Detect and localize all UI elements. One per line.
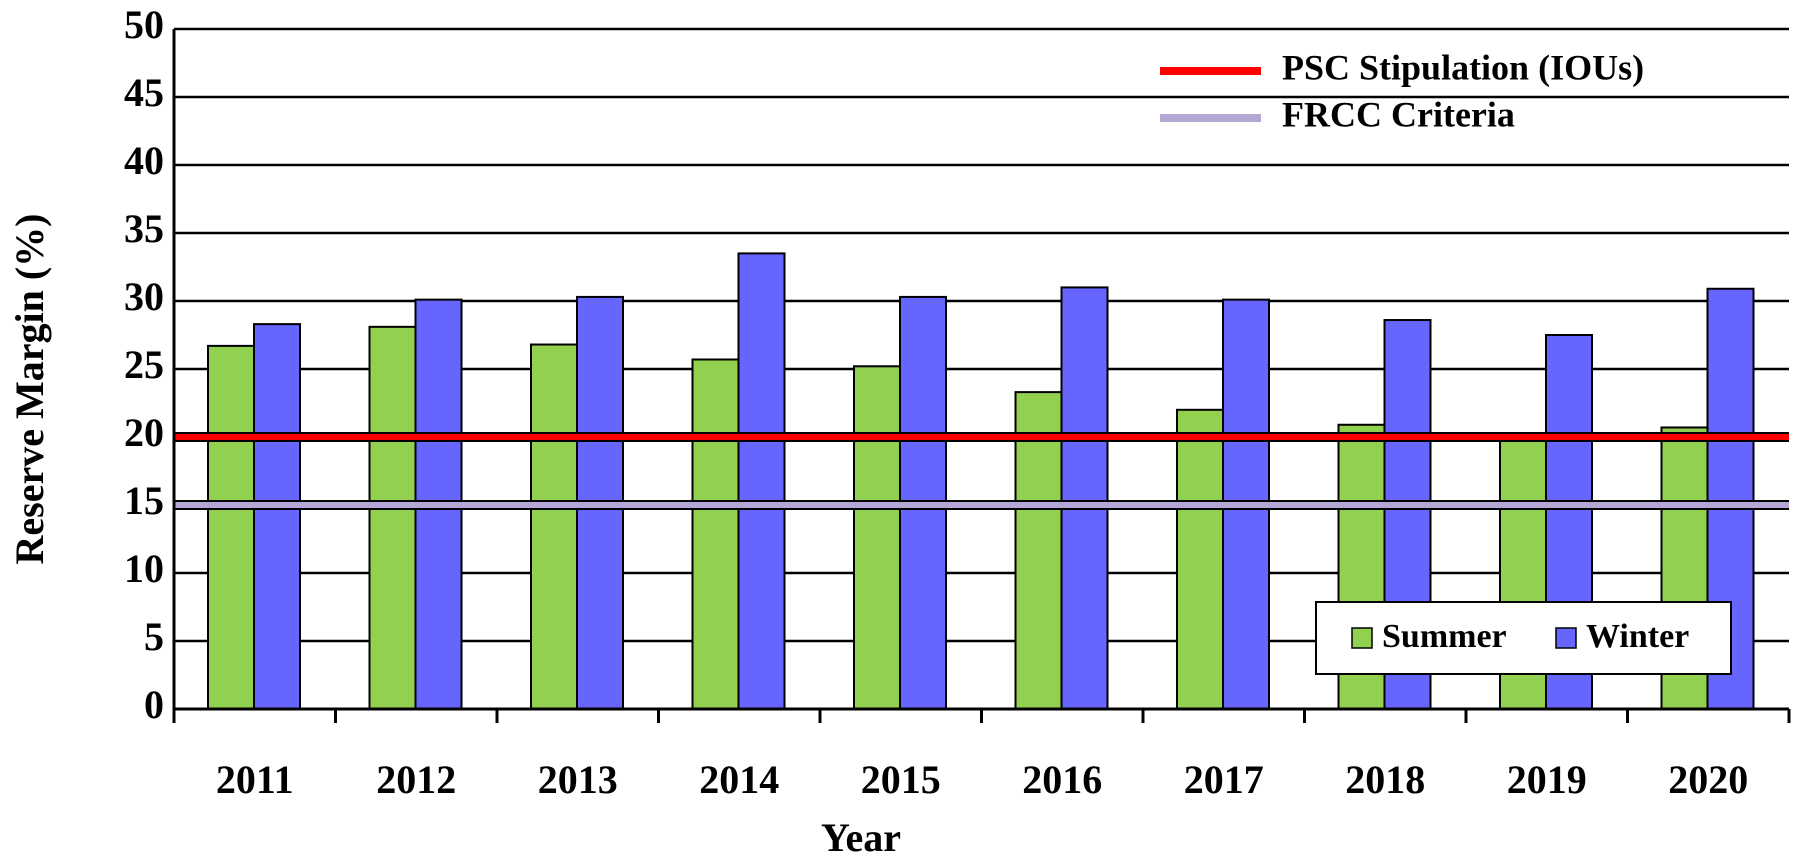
x-tick-label: 2012 xyxy=(376,757,456,802)
x-tick-label: 2013 xyxy=(538,757,618,802)
x-tick-label: 2017 xyxy=(1184,757,1264,802)
bar xyxy=(207,344,255,710)
bar xyxy=(368,325,417,710)
bar xyxy=(853,365,901,710)
x-tick-label: 2019 xyxy=(1507,757,1587,802)
y-tick-label: 50 xyxy=(124,2,164,47)
y-tick-label: 20 xyxy=(124,410,164,455)
bar xyxy=(1176,408,1224,710)
x-tick-label: 2020 xyxy=(1668,757,1748,802)
bar xyxy=(1060,286,1109,710)
bar xyxy=(737,252,786,710)
legend-swatch xyxy=(1555,627,1577,649)
x-tick-label: 2011 xyxy=(216,757,294,802)
y-axis-title: Reserve Margin (%) xyxy=(7,214,52,565)
x-tick-label: 2015 xyxy=(861,757,941,802)
bar xyxy=(691,358,740,710)
legend-label: PSC Stipulation (IOUs) xyxy=(1282,47,1644,87)
y-tick-label: 35 xyxy=(124,206,164,251)
legend-label: Winter xyxy=(1586,618,1689,655)
y-tick-label: 0 xyxy=(144,682,164,727)
x-tick-label: 2018 xyxy=(1345,757,1425,802)
y-tick-label: 30 xyxy=(124,274,164,319)
y-tick-label: 25 xyxy=(124,342,164,387)
y-tick-label: 10 xyxy=(124,546,164,591)
x-tick-label: 2014 xyxy=(699,757,779,802)
bar xyxy=(253,323,301,710)
bar xyxy=(530,343,578,710)
y-tick-label: 45 xyxy=(124,70,164,115)
legend-swatch xyxy=(1351,627,1373,649)
y-tick-label: 40 xyxy=(124,138,164,183)
x-axis-title: Year xyxy=(821,815,901,860)
y-tick-label: 15 xyxy=(124,478,164,523)
legend-box xyxy=(1315,601,1732,675)
legend-label: FRCC Criteria xyxy=(1282,94,1515,134)
bar xyxy=(1014,391,1063,710)
y-tick-label: 5 xyxy=(144,614,164,659)
legend-label: Summer xyxy=(1382,618,1507,655)
x-tick-label: 2016 xyxy=(1022,757,1102,802)
